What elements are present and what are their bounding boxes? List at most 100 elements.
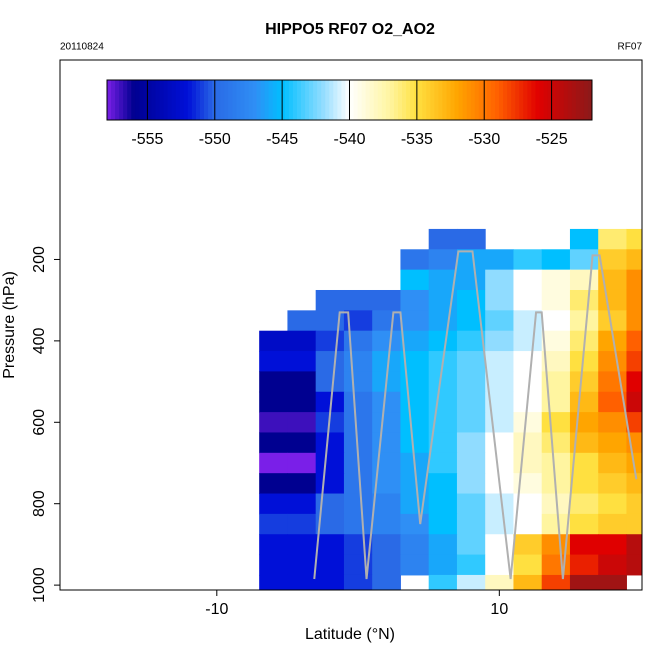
heatmap-cell <box>626 554 642 576</box>
colorbar-segment <box>507 80 512 120</box>
heatmap-cell <box>569 289 599 311</box>
heatmap-cell <box>456 432 486 454</box>
heatmap-cell <box>456 554 486 576</box>
heatmap-cell <box>400 351 430 372</box>
colorbar-segment <box>232 80 237 120</box>
heatmap-cell <box>400 249 430 271</box>
heatmap-cell <box>428 310 458 332</box>
heatmap-cell <box>626 351 642 372</box>
colorbar-segment <box>490 80 496 120</box>
colorbar-segment <box>224 80 229 120</box>
heatmap-cell <box>569 391 599 413</box>
colorbar-segment <box>296 80 302 120</box>
colorbar-segment <box>135 80 140 120</box>
heatmap-cell <box>569 249 599 271</box>
colorbar-segment <box>478 80 484 120</box>
colorbar-segment <box>486 80 492 120</box>
heatmap-cell <box>513 330 543 352</box>
colorbar-segment <box>406 80 411 120</box>
heatmap-cell <box>485 330 514 352</box>
heatmap-cell <box>456 371 486 393</box>
colorbar-segment <box>268 80 274 120</box>
heatmap-cell <box>428 391 458 413</box>
y-tick-label: 200 <box>31 246 48 273</box>
heatmap-cell <box>569 554 599 576</box>
heatmap-cell <box>315 513 345 535</box>
heatmap-cell <box>315 452 345 474</box>
colorbar-segment <box>454 80 460 120</box>
heatmap-cell <box>400 330 430 352</box>
heatmap-cell <box>598 289 627 311</box>
heatmap-cell <box>287 554 317 576</box>
colorbar-segment <box>442 80 447 120</box>
flight-track <box>313 250 638 580</box>
heatmap-cell <box>598 513 627 535</box>
heatmap-cell <box>626 452 642 474</box>
heatmap-cell <box>541 391 571 413</box>
colorbar-segment <box>236 80 241 120</box>
heatmap-cell <box>343 473 373 495</box>
colorbar-segment <box>503 80 508 120</box>
colorbar-segment <box>535 80 540 120</box>
heatmap-cell <box>343 493 373 515</box>
colorbar-segment <box>349 80 355 120</box>
colorbar-segment <box>563 80 569 120</box>
heatmap-cell <box>372 574 401 590</box>
heatmap-cell <box>456 228 486 250</box>
heatmap-cell <box>569 513 599 535</box>
heatmap-cell <box>598 574 627 590</box>
heatmap-cell <box>400 391 430 413</box>
colorbar-segment <box>567 80 573 120</box>
heatmap-cell <box>485 412 514 433</box>
heatmap-cell <box>541 351 571 372</box>
heatmap-cell <box>541 452 571 474</box>
heatmap-cell <box>485 554 514 576</box>
heatmap-cell <box>372 351 401 372</box>
colorbar-segment <box>288 80 294 120</box>
heatmap-cell <box>428 228 458 250</box>
heatmap-cell <box>428 432 458 454</box>
colorbar-segment <box>264 80 270 120</box>
heatmap-cell <box>315 534 345 556</box>
heatmap-cell <box>513 412 543 433</box>
heatmap-cell <box>372 473 401 495</box>
colorbar-tick-label: -535 <box>401 131 433 148</box>
colorbar-segment <box>543 80 549 120</box>
colorbar-segment <box>337 80 342 120</box>
chart-title: HIPPO5 RF07 O2_AO2 <box>265 21 435 38</box>
heatmap-cell <box>372 412 401 433</box>
heatmap-cell <box>513 269 543 291</box>
colorbar-segment <box>527 80 532 120</box>
heatmap-cell <box>428 371 458 393</box>
colorbar-segment <box>183 80 189 120</box>
heatmap-cell <box>343 351 373 372</box>
colorbar-segment <box>575 80 581 120</box>
colorbar-segment <box>587 80 593 120</box>
heatmap-cell <box>541 534 571 556</box>
heatmap-cell <box>569 452 599 474</box>
heatmap-cell <box>569 432 599 454</box>
colorbar-segment <box>321 80 326 120</box>
colorbar-segment <box>325 80 330 120</box>
heatmap-cell <box>626 289 642 311</box>
heatmap-cell <box>541 330 571 352</box>
colorbar-segment <box>466 80 472 120</box>
heatmap-cell <box>259 473 288 495</box>
heatmap-cell <box>456 452 486 474</box>
y-tick-label: 1000 <box>31 567 48 603</box>
colorbar-segment <box>204 80 209 120</box>
heatmap-cell <box>569 269 599 291</box>
heatmap-cell <box>287 412 317 433</box>
heatmap-cell <box>372 289 401 311</box>
colorbar-segment <box>199 80 205 120</box>
heatmap-cell <box>456 391 486 413</box>
heatmap-cell <box>541 269 571 291</box>
colorbar-segment <box>280 80 286 120</box>
colorbar-segment <box>167 80 173 120</box>
colorbar-segment <box>369 80 375 120</box>
heatmap-cell <box>598 534 627 556</box>
heatmap-cell <box>315 371 345 393</box>
colorbar-segment <box>389 80 395 120</box>
colorbar-segment <box>220 80 225 120</box>
